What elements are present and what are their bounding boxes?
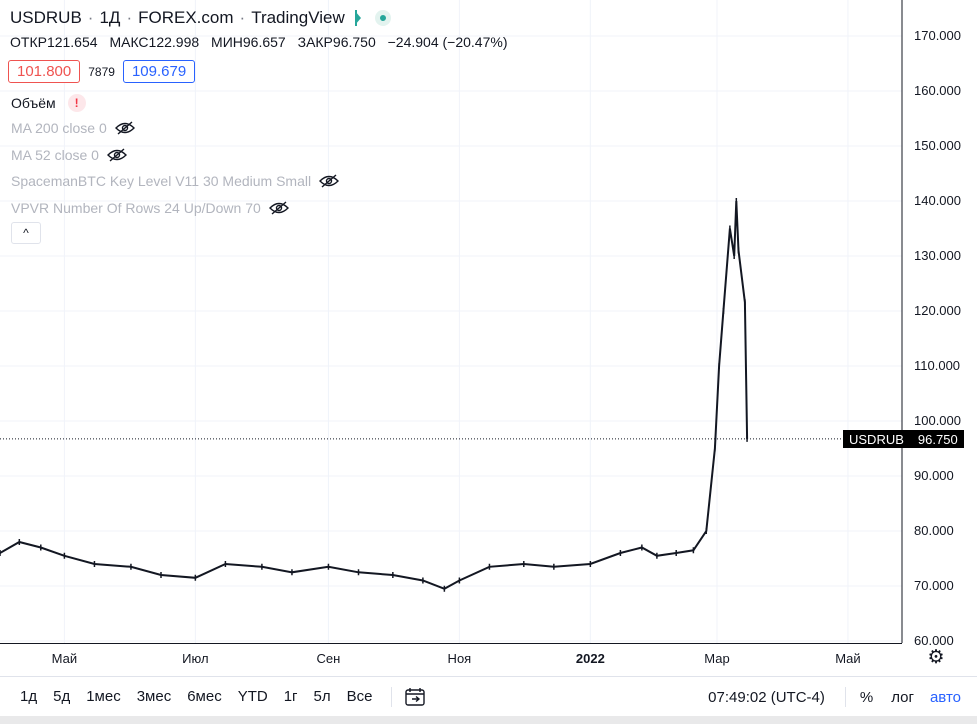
header-separator: · — [87, 8, 94, 27]
indicator-vpvr[interactable]: VPVR Number Of Rows 24 Up/Down 70 — [11, 200, 289, 216]
price-tick-label: 70.000 — [914, 578, 954, 593]
collapse-indicators-button[interactable]: ^ — [11, 222, 41, 244]
symbol-header[interactable]: USDRUB · 1Д · FOREX.com · TradingView — [10, 8, 391, 28]
flag-icon[interactable] — [354, 10, 361, 26]
high-label: МАКС — [109, 34, 149, 50]
last-price-label: USDRUB 96.750 — [843, 430, 964, 448]
time-tick-label: Июл — [182, 651, 209, 666]
time-tick-label: Ноя — [447, 651, 472, 666]
gear-icon[interactable]: ⚙ — [927, 647, 945, 668]
range-buttons: 1д 5д 1мес 3мес 6мес YTD 1г 5л Все — [14, 688, 383, 705]
price-tick-label: 80.000 — [914, 523, 954, 538]
sell-button[interactable]: 101.800 — [8, 60, 81, 83]
header-separator: · — [239, 8, 246, 27]
change-value: −24.904 (−20.47%) — [387, 34, 508, 50]
price-tick-label: 130.000 — [914, 248, 961, 263]
log-scale-button[interactable]: лог — [891, 688, 914, 706]
range-button[interactable]: YTD — [237, 688, 268, 705]
price-tick-label: 90.000 — [914, 468, 954, 483]
high-value: 122.998 — [148, 34, 200, 50]
eye-crossed-icon[interactable] — [114, 121, 135, 135]
indicator-ma200[interactable]: MA 200 close 0 — [11, 120, 135, 136]
range-button[interactable]: 5д — [53, 688, 71, 705]
price-tick-label: 150.000 — [914, 138, 961, 153]
range-button[interactable]: Все — [346, 688, 373, 705]
price-tick-label: 60.000 — [914, 633, 954, 648]
bottom-toolbar: 1д 5д 1мес 3мес 6мес YTD 1г 5л Все 07:49:02 (UTC… — [0, 676, 977, 716]
spread-value: 7879 — [88, 64, 115, 79]
indicator-ma52-label: MA 52 close 0 — [11, 147, 99, 163]
toolbar-divider — [390, 686, 392, 707]
indicator-spaceman[interactable]: SpacemanBTC Key Level V11 30 Medium Smal… — [11, 173, 340, 189]
last-price-value: 96.750 — [917, 431, 958, 447]
symbol-name[interactable]: USDRUB — [10, 8, 82, 27]
indicator-ma200-label: MA 200 close 0 — [11, 120, 107, 136]
range-button[interactable]: 1мес — [86, 688, 121, 705]
indicator-vpvr-label: VPVR Number Of Rows 24 Up/Down 70 — [11, 200, 261, 216]
indicator-spaceman-label: SpacemanBTC Key Level V11 30 Medium Smal… — [11, 173, 312, 189]
low-value: 96.657 — [242, 34, 286, 50]
indicator-ma52[interactable]: MA 52 close 0 — [11, 147, 127, 163]
close-value: 96.750 — [332, 34, 376, 50]
quote-panel: 101.800 7879 109.679 — [8, 60, 196, 83]
market-status-icon[interactable] — [374, 10, 391, 26]
warning-icon[interactable]: ! — [67, 94, 86, 112]
price-tick-label: 110.000 — [914, 358, 961, 373]
low-label: МИН — [211, 34, 243, 50]
ohlc-readout: ОТКР121.654 МАКС122.998 МИН96.657 ЗАКР96… — [10, 34, 508, 50]
price-tick-label: 120.000 — [914, 303, 961, 318]
exchange-label: FOREX.com — [138, 8, 234, 27]
range-button[interactable]: 6мес — [187, 688, 222, 705]
range-button[interactable]: 1д — [20, 688, 38, 705]
bottom-strip — [0, 716, 977, 724]
range-button[interactable]: 1г — [283, 688, 298, 705]
price-tick-label: 140.000 — [914, 193, 961, 208]
series-line — [0, 200, 749, 590]
indicator-volume-label: Объём — [11, 95, 56, 111]
time-tick-label: Мар — [704, 651, 730, 666]
range-button[interactable]: 5л — [313, 688, 331, 705]
indicator-volume[interactable]: Объём ! — [11, 94, 86, 112]
eye-crossed-icon[interactable] — [319, 174, 340, 188]
buy-button[interactable]: 109.679 — [122, 60, 196, 83]
close-label: ЗАКР — [297, 34, 333, 50]
toolbar-divider — [844, 687, 846, 707]
price-tick-label: 160.000 — [914, 83, 961, 98]
chevron-up-icon: ^ — [23, 226, 29, 240]
range-button[interactable]: 3мес — [136, 688, 172, 705]
eye-crossed-icon[interactable] — [106, 148, 127, 162]
auto-scale-button[interactable]: авто — [929, 688, 961, 706]
go-to-date-icon[interactable] — [404, 686, 426, 708]
last-price-symbol: USDRUB — [849, 431, 904, 447]
price-series — [0, 198, 749, 592]
interval-label[interactable]: 1Д — [99, 8, 121, 27]
percent-scale-button[interactable]: % — [859, 688, 874, 706]
eye-crossed-icon[interactable] — [268, 201, 289, 215]
toolbar-right: 07:49:02 (UTC-4) % лог авто — [708, 677, 977, 717]
time-tick-label: 2022 — [575, 651, 605, 666]
clock-readout[interactable]: 07:49:02 (UTC-4) — [708, 688, 825, 706]
price-tick-label: 170.000 — [914, 28, 961, 43]
time-tick-label: Май — [835, 651, 861, 666]
header-separator: · — [126, 8, 133, 27]
open-value: 121.654 — [46, 34, 98, 50]
time-tick-label: Май — [51, 651, 78, 666]
chart-grid — [0, 0, 902, 643]
price-tick-label: 100.000 — [914, 413, 961, 428]
open-label: ОТКР — [10, 34, 47, 50]
platform-label: TradingView — [251, 8, 345, 27]
time-tick-label: Сен — [316, 651, 341, 666]
